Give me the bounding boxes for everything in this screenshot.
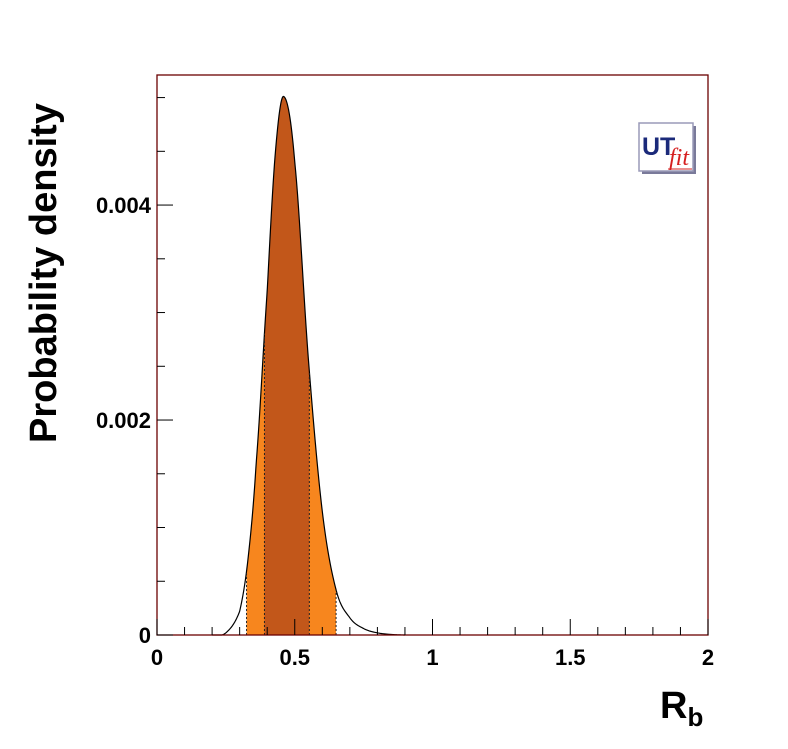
x-axis-label: Rb xyxy=(660,685,703,732)
y-tick-label: 0.002 xyxy=(96,408,151,433)
x-tick-label: 0.5 xyxy=(279,645,310,670)
x-tick-label: 0 xyxy=(151,645,163,670)
plot-frame xyxy=(156,74,709,636)
x-tick-label: 1.5 xyxy=(555,645,586,670)
interval-dividers xyxy=(246,333,337,635)
density-curve xyxy=(212,95,405,636)
y-axis-label: Probability density xyxy=(23,103,65,443)
credible-interval-fills xyxy=(246,96,337,635)
interval-fill-2 xyxy=(264,96,310,635)
axis-tick-labels: 0 0.5 1 1.5 2 0 0.002 0.004 xyxy=(96,193,714,670)
y-tick-label: 0.004 xyxy=(96,193,152,218)
axis-ticks xyxy=(156,97,709,636)
x-axis-label-subscript: b xyxy=(687,702,703,732)
x-tick-label: 1 xyxy=(426,645,438,670)
svg-text:UT: UT xyxy=(642,133,675,161)
x-tick-label: 2 xyxy=(702,645,714,670)
x-axis-label-main: R xyxy=(660,685,687,727)
utfit-logo: UT fit xyxy=(638,122,696,174)
svg-text:fit: fit xyxy=(669,145,690,171)
y-tick-label: 0 xyxy=(139,623,151,648)
